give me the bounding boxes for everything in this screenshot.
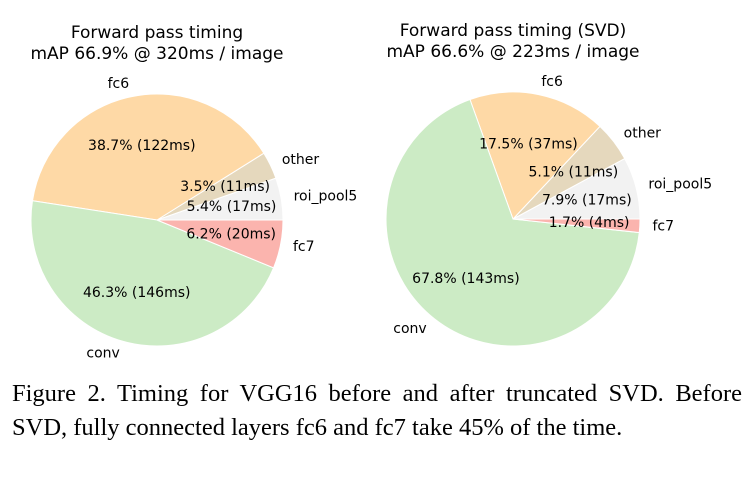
slice-label: conv [393, 321, 426, 337]
figure: Forward pass timing mAP 66.9% @ 320ms / … [30, 21, 712, 360]
pie-slice-fc6 [469, 91, 601, 220]
slice-label: roi_pool5 [294, 189, 358, 205]
slice-label: other [282, 152, 320, 168]
slice-percent-label: 3.5% (11ms) [180, 179, 270, 195]
slice-percent-label: 38.7% (122ms) [88, 138, 196, 154]
slice-label: roi_pool5 [648, 177, 712, 193]
pie-labels: roi_pool5 7.9% (17ms) other 5.1% (11ms) fc6 1… [393, 74, 712, 337]
chart-title: Forward pass timing [71, 23, 243, 43]
pie-slices [385, 91, 641, 347]
pie-slice-conv [385, 98, 640, 347]
slice-label: fc6 [541, 74, 563, 90]
chart-subtitle: mAP 66.6% @ 223ms / image [386, 42, 639, 62]
pie-slice-fc7 [512, 218, 641, 234]
slice-percent-label: 1.7% (4ms) [549, 215, 630, 231]
figure-caption: Figure 2. Timing for VGG16 before and af… [12, 380, 742, 441]
slice-percent-label: 67.8% (143ms) [412, 271, 520, 287]
slice-percent-label: 17.5% (37ms) [479, 136, 578, 152]
slice-percent-label: 7.9% (17ms) [542, 192, 632, 208]
slice-label: fc6 [108, 76, 130, 92]
pie-slices [30, 93, 284, 347]
slice-percent-label: 46.3% (146ms) [83, 285, 191, 301]
pie-slice-fc6 [31, 93, 265, 221]
pie-chart-before-svd: Forward pass timing mAP 66.9% @ 320ms / … [30, 23, 357, 360]
pie-labels: roi_pool5 5.4% (17ms) other 3.5% (11ms) fc6 3… [83, 76, 357, 360]
slice-percent-label: 5.4% (17ms) [187, 199, 277, 215]
chart-subtitle: mAP 66.9% @ 320ms / image [30, 44, 283, 64]
slice-label: fc7 [653, 218, 675, 234]
pie-chart-after-svd: Forward pass timing (SVD) mAP 66.6% @ 22… [385, 21, 712, 347]
slice-label: other [624, 126, 662, 142]
pie-slice-conv [30, 200, 275, 347]
slice-percent-label: 6.2% (20ms) [186, 227, 276, 243]
pie-slice-fc7 [156, 219, 284, 269]
slice-percent-label: 5.1% (11ms) [529, 164, 619, 180]
chart-title: Forward pass timing (SVD) [400, 21, 627, 41]
slice-label: conv [86, 346, 119, 360]
slice-label: fc7 [293, 239, 315, 255]
